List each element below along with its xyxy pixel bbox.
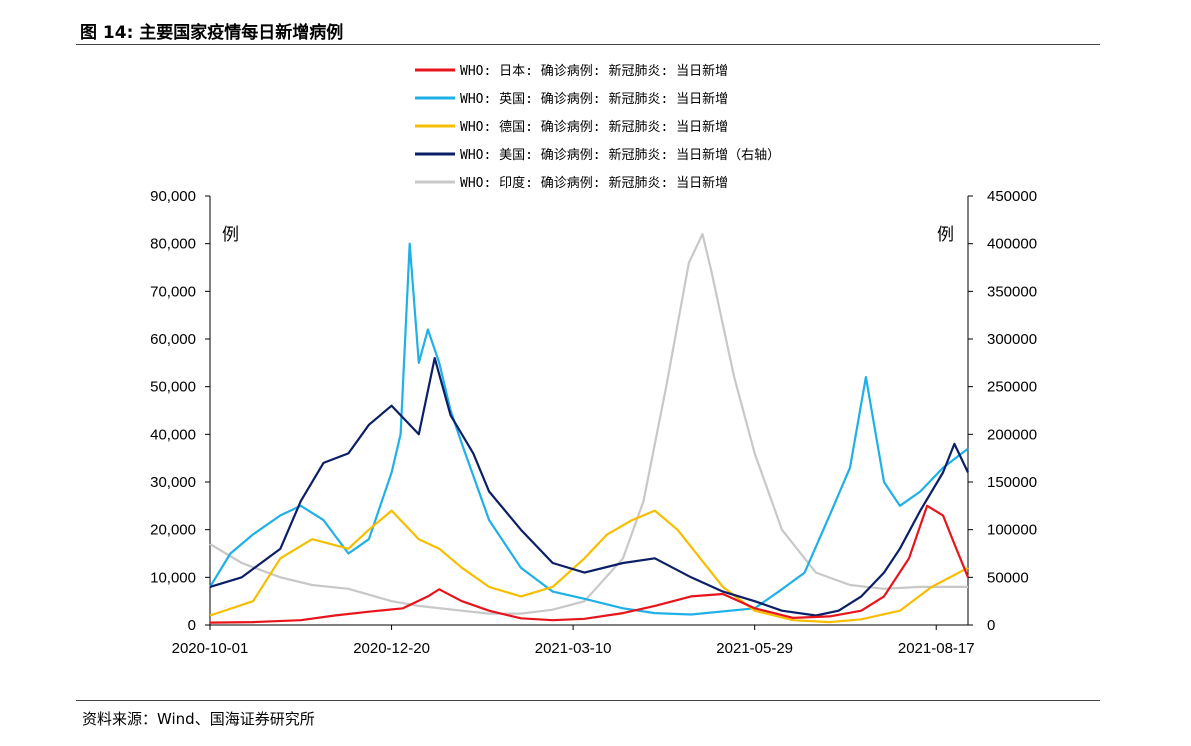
x-tick-label: 2021-08-17: [898, 640, 975, 657]
right-tick-label: 350000: [987, 283, 1037, 300]
series-line-4: [209, 233, 968, 615]
left-tick-label: 20,000: [150, 522, 196, 539]
header-rule: [76, 44, 1100, 45]
left-tick-label: 90,000: [150, 188, 196, 205]
left-tick-label: 50,000: [150, 379, 196, 396]
right-tick-label: 100000: [987, 522, 1037, 539]
right-axis-unit: 例: [937, 225, 954, 245]
chart-axes: 0 10,000 20,000 30,000 40,000 50,000 60,000 70,…: [150, 188, 1037, 657]
x-tick-label: 2020-10-01: [172, 640, 249, 657]
legend-label: WHO: 美国: 确诊病例: 新冠肺炎: 当日新增（右轴）: [460, 147, 780, 163]
left-tick-label: 10,000: [150, 569, 196, 586]
legend-label: WHO: 印度: 确诊病例: 新冠肺炎: 当日新增: [460, 175, 728, 191]
figure-title: 图 14: 主要国家疫情每日新增病例: [80, 23, 344, 43]
right-tick-label: 0: [987, 617, 995, 634]
left-tick-label: 40,000: [150, 426, 196, 443]
series-line-0: [209, 504, 970, 624]
left-tick-label: 70,000: [150, 283, 196, 300]
left-axis-unit: 例: [222, 225, 239, 245]
chart-legend: WHO: 日本: 确诊病例: 新冠肺炎: 当日新增 WHO: 英国: 确诊病例: …: [415, 63, 780, 191]
series-line-2: [209, 509, 969, 624]
source-note: 资料来源：Wind、国海证券研究所: [82, 710, 315, 728]
legend-label: WHO: 德国: 确诊病例: 新冠肺炎: 当日新增: [460, 119, 728, 135]
left-tick-label: 0: [188, 617, 196, 634]
right-tick-label: 150000: [987, 474, 1037, 491]
left-tick-label: 30,000: [150, 474, 196, 491]
legend-label: WHO: 日本: 确诊病例: 新冠肺炎: 当日新增: [460, 63, 728, 79]
series-line-1: [209, 242, 969, 616]
chart-series: [209, 233, 970, 624]
right-tick-label: 450000: [987, 188, 1037, 205]
legend-label: WHO: 英国: 确诊病例: 新冠肺炎: 当日新增: [460, 91, 728, 107]
right-tick-label: 400000: [987, 236, 1037, 253]
right-tick-label: 50000: [987, 569, 1029, 586]
x-tick-label: 2021-05-29: [716, 640, 793, 657]
series-line-3: [209, 357, 969, 617]
left-tick-label: 80,000: [150, 236, 196, 253]
right-tick-label: 300000: [987, 331, 1037, 348]
right-tick-label: 200000: [987, 426, 1037, 443]
right-tick-label: 250000: [987, 379, 1037, 396]
footer-rule: [76, 700, 1100, 701]
x-tick-label: 2021-03-10: [535, 640, 612, 657]
x-tick-label: 2020-12-20: [353, 640, 430, 657]
left-tick-label: 60,000: [150, 331, 196, 348]
